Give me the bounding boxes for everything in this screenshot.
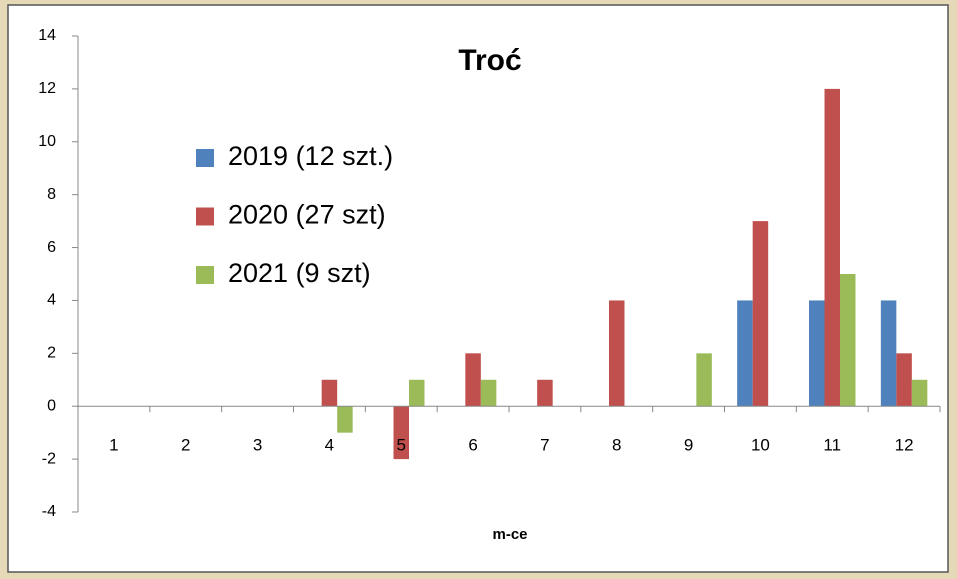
x-tick-label: 12 (895, 435, 914, 454)
legend-label: 2020 (27 szt) (228, 200, 386, 230)
x-tick-label: 4 (325, 435, 334, 454)
bar (737, 300, 753, 407)
bar (824, 88, 840, 407)
legend-swatch (196, 207, 214, 226)
x-tick-label: 5 (397, 435, 406, 454)
legend-swatch (196, 149, 214, 167)
bar (696, 353, 712, 407)
bar (911, 379, 928, 407)
y-tick-label: 0 (47, 397, 56, 414)
legend-label: 2021 (9 szt) (228, 258, 371, 288)
x-tick-label: 1 (109, 435, 118, 454)
bar (409, 379, 425, 407)
chart-background (7, 4, 949, 573)
bar (465, 353, 481, 407)
legend-swatch (196, 266, 214, 284)
bar (880, 300, 897, 407)
x-tick-label: 7 (540, 435, 549, 454)
x-tick-label: 9 (684, 435, 693, 454)
y-tick-label: 8 (47, 186, 56, 203)
y-tick-label: 10 (38, 133, 56, 150)
x-tick-label: 10 (751, 435, 770, 454)
bar (321, 379, 338, 407)
x-tick-label: 6 (468, 435, 477, 454)
bar (609, 300, 625, 407)
y-tick-label: -2 (42, 450, 56, 467)
bar (840, 274, 856, 407)
x-tick-label: 2 (181, 435, 190, 454)
bar (752, 221, 769, 407)
bar (896, 353, 912, 407)
y-tick-label: -4 (42, 503, 56, 520)
y-tick-label: 2 (47, 345, 56, 362)
legend-label: 2019 (12 szt.) (228, 141, 393, 171)
x-tick-label: 11 (823, 435, 841, 454)
x-tick-label: 3 (253, 435, 262, 454)
y-tick-label: 14 (38, 27, 56, 44)
chart-title: Troć (458, 44, 521, 77)
bar (480, 379, 497, 407)
bar (809, 300, 825, 407)
bar (393, 406, 409, 460)
x-tick-label: 8 (612, 435, 621, 454)
y-tick-label: 6 (47, 239, 56, 256)
x-axis-label: m-ce (492, 526, 527, 543)
y-tick-label: 4 (47, 292, 56, 309)
bar (337, 406, 353, 433)
y-tick-label: 12 (38, 80, 56, 97)
legend-box (183, 128, 441, 300)
bar (537, 379, 553, 407)
